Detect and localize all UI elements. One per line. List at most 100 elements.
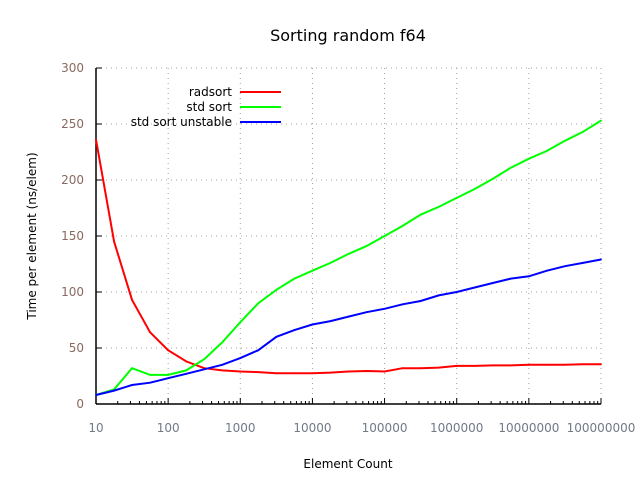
data-point bbox=[383, 235, 386, 237]
data-point bbox=[257, 371, 260, 373]
data-point bbox=[582, 261, 584, 264]
x-tick-label: 100 bbox=[157, 421, 180, 435]
data-point bbox=[221, 341, 224, 344]
data-point bbox=[564, 139, 566, 142]
data-point bbox=[257, 302, 260, 305]
data-point bbox=[113, 389, 115, 392]
data-point bbox=[149, 331, 151, 334]
data-point bbox=[311, 323, 314, 326]
data-point bbox=[455, 197, 458, 199]
data-point bbox=[564, 363, 566, 366]
x-tick-label: 1000000 bbox=[430, 421, 483, 435]
data-point bbox=[527, 275, 530, 278]
data-point bbox=[365, 311, 368, 314]
data-point bbox=[419, 213, 422, 216]
data-point bbox=[221, 369, 224, 372]
data-point bbox=[167, 349, 170, 352]
data-point bbox=[564, 265, 566, 268]
y-tick-label: 100 bbox=[61, 285, 84, 299]
x-tick-label: 10000000 bbox=[498, 421, 559, 435]
data-point bbox=[293, 277, 296, 280]
data-point bbox=[582, 130, 584, 133]
data-point bbox=[131, 384, 133, 386]
data-point bbox=[203, 368, 206, 371]
data-point bbox=[149, 381, 151, 384]
data-point bbox=[509, 277, 512, 280]
data-point bbox=[437, 366, 440, 369]
data-point bbox=[185, 369, 188, 372]
data-point bbox=[329, 261, 332, 264]
data-point bbox=[203, 358, 206, 361]
data-point bbox=[600, 363, 602, 366]
data-point bbox=[491, 364, 494, 367]
data-point bbox=[473, 365, 476, 367]
data-point bbox=[509, 166, 512, 169]
y-axis-label: Time per element (ns/elem) bbox=[25, 152, 39, 320]
data-point bbox=[401, 225, 404, 227]
data-point bbox=[509, 364, 512, 367]
data-point bbox=[257, 349, 260, 352]
data-point bbox=[275, 288, 278, 291]
data-point bbox=[383, 370, 386, 373]
data-point bbox=[437, 205, 440, 208]
x-tick-label: 10000 bbox=[293, 421, 331, 435]
data-point bbox=[239, 370, 242, 373]
data-point bbox=[491, 177, 494, 180]
data-point bbox=[239, 321, 242, 324]
data-point bbox=[473, 188, 476, 190]
data-point bbox=[527, 363, 530, 366]
y-tick-label: 0 bbox=[76, 397, 84, 411]
data-point bbox=[239, 357, 242, 359]
x-axis-label: Element Count bbox=[303, 457, 392, 471]
data-point bbox=[311, 269, 314, 272]
data-point bbox=[347, 370, 350, 373]
data-point bbox=[131, 298, 133, 301]
data-point bbox=[545, 149, 548, 152]
data-point bbox=[311, 372, 314, 375]
x-tick-label: 100000000 bbox=[567, 421, 636, 435]
data-point bbox=[419, 367, 422, 370]
data-point bbox=[185, 372, 188, 375]
data-point bbox=[491, 282, 494, 284]
data-point bbox=[545, 363, 548, 366]
chart-title: Sorting random f64 bbox=[270, 26, 426, 45]
data-point bbox=[365, 370, 368, 372]
data-point bbox=[365, 245, 368, 247]
data-point bbox=[545, 269, 548, 272]
data-point bbox=[455, 365, 458, 367]
data-point bbox=[167, 373, 170, 376]
y-tick-label: 250 bbox=[61, 117, 84, 131]
data-point bbox=[437, 294, 440, 297]
data-point bbox=[329, 320, 332, 323]
data-point bbox=[600, 258, 602, 261]
x-tick-label: 1000 bbox=[225, 421, 256, 435]
data-point bbox=[347, 253, 350, 255]
data-point bbox=[401, 303, 404, 306]
y-tick-label: 50 bbox=[69, 341, 84, 355]
data-point bbox=[600, 119, 602, 122]
axes: 0 50 100 150 200 250 300 10 100 1000 10000 100000 10… bbox=[61, 61, 635, 435]
data-point bbox=[455, 291, 458, 293]
data-point bbox=[275, 372, 278, 375]
data-point bbox=[167, 377, 170, 380]
legend-label: std sort bbox=[186, 100, 232, 114]
data-point bbox=[473, 286, 476, 289]
data-point bbox=[419, 300, 422, 302]
data-point bbox=[329, 371, 332, 374]
data-point bbox=[293, 329, 296, 331]
data-point bbox=[527, 157, 530, 160]
data-point bbox=[185, 360, 188, 363]
data-point bbox=[95, 394, 97, 396]
y-tick-label: 300 bbox=[61, 61, 84, 75]
data-point bbox=[95, 138, 97, 141]
legend-label: radsort bbox=[189, 85, 232, 99]
y-tick-label: 200 bbox=[61, 173, 84, 187]
x-tick-label: 10 bbox=[88, 421, 103, 435]
data-point bbox=[347, 315, 350, 318]
data-point bbox=[275, 335, 278, 338]
grid bbox=[96, 67, 602, 404]
legend-label: std sort unstable bbox=[131, 115, 232, 129]
data-point bbox=[149, 373, 151, 376]
